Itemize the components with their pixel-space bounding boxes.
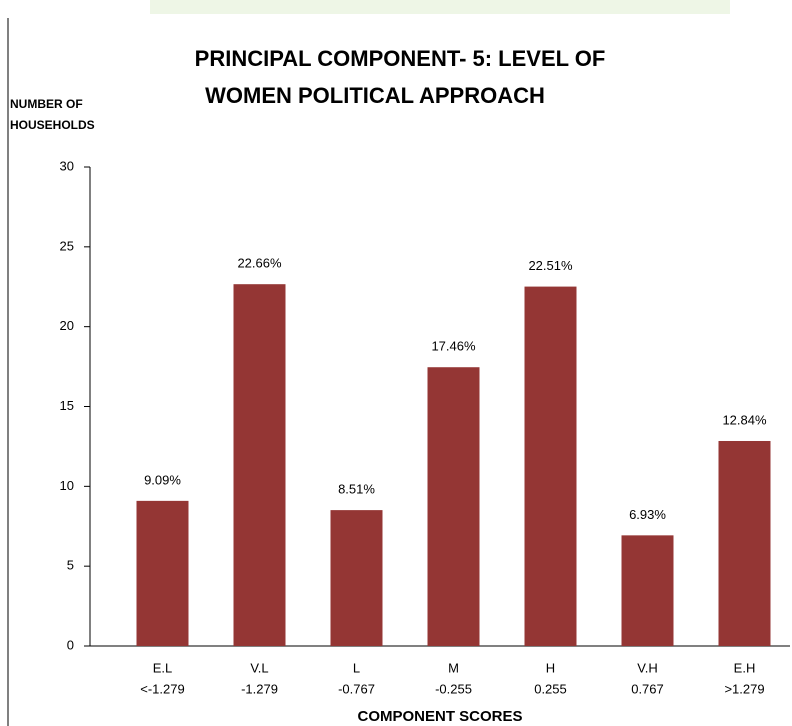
bar (330, 510, 383, 646)
bar (621, 535, 674, 646)
x-tick-sublabel: 0.255 (534, 681, 567, 696)
x-tick-sublabel: -1.279 (241, 681, 278, 696)
chart-title: WOMEN POLITICAL APPROACH (205, 83, 545, 108)
x-tick-sublabel: -0.767 (338, 681, 375, 696)
x-tick-sublabel: >1.279 (724, 681, 764, 696)
data-label: 22.66% (237, 256, 282, 271)
bar (524, 286, 577, 646)
bar (718, 440, 771, 646)
y-axis-label: HOUSEHOLDS (10, 118, 95, 132)
data-label: 12.84% (722, 412, 767, 427)
x-tick-label: H (546, 660, 555, 675)
data-label: 9.09% (144, 472, 181, 487)
y-tick-label: 0 (67, 637, 74, 652)
bar (233, 284, 286, 646)
data-label: 17.46% (431, 339, 476, 354)
x-tick-sublabel: <-1.279 (140, 681, 184, 696)
x-tick-label: M (448, 660, 459, 675)
y-tick-label: 15 (60, 398, 74, 413)
y-axis-label: NUMBER OF (10, 97, 83, 111)
data-label: 6.93% (629, 507, 666, 522)
data-label: 8.51% (338, 482, 375, 497)
y-tick-label: 20 (60, 318, 74, 333)
x-tick-label: V.L (250, 660, 268, 675)
x-axis-label: COMPONENT SCORES (357, 708, 522, 725)
x-tick-sublabel: 0.767 (631, 681, 664, 696)
x-tick-label: E.L (153, 660, 173, 675)
x-tick-sublabel: -0.255 (435, 681, 472, 696)
bar (427, 367, 480, 646)
bar (136, 500, 189, 646)
y-tick-label: 30 (60, 158, 74, 173)
y-tick-label: 25 (60, 238, 74, 253)
y-tick-label: 5 (67, 558, 74, 573)
x-tick-label: E.H (734, 660, 756, 675)
chart-title: PRINCIPAL COMPONENT- 5: LEVEL OF (195, 46, 606, 71)
data-label: 22.51% (528, 258, 573, 273)
x-tick-label: L (353, 660, 360, 675)
banner-strip (150, 0, 730, 14)
x-tick-label: V.H (637, 660, 657, 675)
y-tick-label: 10 (60, 478, 74, 493)
